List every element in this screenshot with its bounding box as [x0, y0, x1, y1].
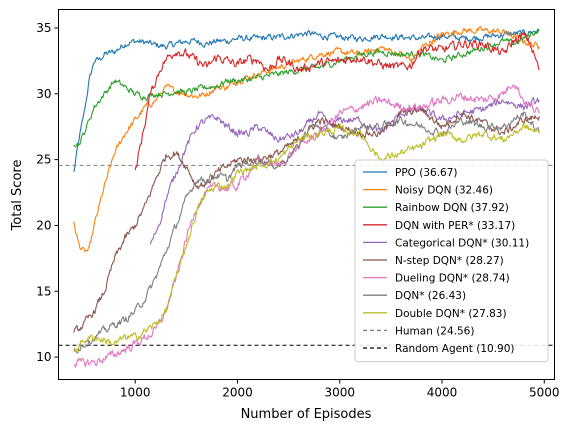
plot-frame: [58, 9, 555, 380]
plot-area: [58, 9, 555, 380]
series-line: [73, 25, 540, 252]
series-line: [149, 96, 540, 245]
y-tick-label: 25: [36, 153, 51, 167]
legend-label: N-step DQN* (28.27): [395, 255, 504, 267]
x-tick-label: 3000: [324, 386, 355, 400]
legend-label: Double DQN* (27.83): [395, 308, 507, 320]
x-axis: 1000 2000 3000 4000 5000: [120, 379, 560, 400]
y-tick-label: 35: [36, 21, 51, 35]
x-axis-title: Number of Episodes: [241, 407, 372, 422]
y-tick-label: 30: [36, 87, 51, 101]
legend-label: Dueling DQN* (28.74): [395, 273, 510, 285]
x-tick-label: 5000: [529, 386, 560, 400]
legend-box: [354, 159, 549, 363]
legend-label: Noisy DQN (32.46): [395, 185, 493, 197]
series-line: [73, 84, 540, 368]
legend-label: DQN with PER* (33.17): [395, 220, 515, 232]
x-tick-label: 2000: [222, 386, 253, 400]
x-tick-label: 4000: [427, 386, 458, 400]
x-tick-label: 1000: [120, 386, 151, 400]
legend-label: PPO (36.67): [395, 167, 458, 179]
series-line: [73, 122, 540, 353]
series-lines: [73, 25, 540, 368]
y-tick-label: 20: [36, 218, 51, 232]
y-axis: 10 15 20 25 30 35: [36, 21, 59, 364]
legend-label: Rainbow DQN (37.92): [395, 202, 509, 214]
y-tick-label: 10: [36, 350, 51, 364]
series-line: [73, 111, 540, 354]
legend-label: Categorical DQN* (30.11): [395, 237, 529, 249]
y-axis-title: Total Score: [10, 160, 25, 232]
series-line: [73, 29, 540, 173]
legend-label: Random Agent (10.90): [395, 343, 514, 355]
series-line: [134, 31, 540, 171]
legend-label: DQN* (26.43): [395, 290, 466, 302]
y-tick-label: 15: [36, 284, 51, 298]
legend: PPO (36.67) Noisy DQN (32.46) Rainbow DQN …: [354, 159, 549, 363]
legend-label: Human (24.56): [395, 325, 474, 337]
